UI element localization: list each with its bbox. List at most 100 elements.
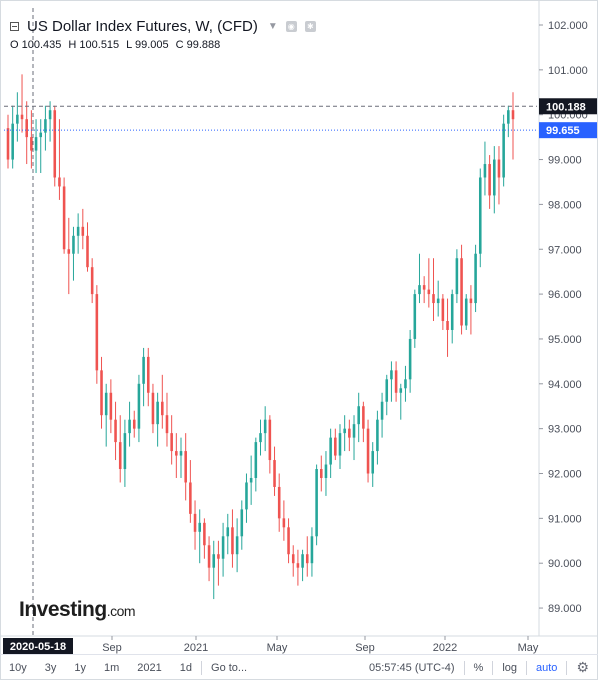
candle-body <box>474 253 477 304</box>
candle-body <box>315 469 318 537</box>
range-1y-button[interactable]: 1y <box>74 661 86 674</box>
range-3y-button[interactable]: 3y <box>44 661 57 674</box>
candle-body <box>114 419 117 443</box>
candle-body <box>408 338 412 380</box>
candle-body <box>25 119 28 138</box>
candle-body <box>366 428 370 474</box>
y-tick-label: 93.000 <box>548 424 582 436</box>
toolbar-divider <box>492 660 494 675</box>
bottom-toolbar: 10y 3y 1y 1m 2021 1d Go to... 05:57:45 (… <box>0 654 598 680</box>
candle-body <box>44 119 47 133</box>
y-tick-label: 99.000 <box>548 155 582 167</box>
candle-body <box>142 356 145 384</box>
y-tick-label: 90.000 <box>548 558 582 570</box>
candle-body <box>6 128 10 160</box>
crosshair-date-box <box>3 638 73 654</box>
gear-icon[interactable]: ⚙ <box>576 659 589 675</box>
current-price-box <box>539 122 597 139</box>
candle-body <box>53 110 57 178</box>
candle-body <box>123 433 127 470</box>
investing-logo: Investing.com <box>19 598 136 621</box>
candle-body <box>493 159 496 196</box>
candle-body <box>259 433 262 443</box>
auto-scale-toggle[interactable]: auto <box>536 661 558 674</box>
candle-body <box>179 451 183 456</box>
range-1d-button[interactable]: 1d <box>179 661 193 674</box>
candle-body <box>432 294 435 304</box>
candle-body <box>48 110 52 120</box>
candle-body <box>170 433 173 452</box>
candle-body <box>282 518 286 528</box>
x-tick-label: 2022 <box>433 642 457 654</box>
crosshair-price-label: 100.188 <box>546 101 586 113</box>
y-tick-label: 92.000 <box>548 469 582 481</box>
candle-body <box>296 563 300 568</box>
log-scale-toggle[interactable]: log <box>502 661 518 674</box>
candle-body <box>324 464 328 478</box>
candle-body <box>203 522 206 546</box>
candle-body <box>221 536 225 559</box>
ohlc-close: C 99.888 <box>175 39 221 51</box>
goto-button[interactable]: Go to... <box>211 661 248 674</box>
candle-body <box>455 258 459 295</box>
chevron-down-icon[interactable]: ▼ <box>267 20 278 32</box>
candle-body <box>81 226 85 236</box>
candle-body <box>72 235 75 254</box>
candle-body <box>137 383 141 429</box>
candle-body <box>198 522 201 532</box>
candle-body <box>86 235 89 268</box>
candle-body <box>254 442 258 478</box>
candle-body <box>132 419 136 429</box>
y-tick-label: 101.000 <box>548 65 588 77</box>
candle-body <box>446 321 449 330</box>
eye-icon[interactable]: ◉ <box>285 20 297 32</box>
toolbar-divider <box>201 660 203 675</box>
current-price-label: 99.655 <box>546 125 580 137</box>
candle-body <box>427 289 431 295</box>
candle-body <box>11 123 14 160</box>
toolbar-divider <box>566 660 568 675</box>
ohlc-low: L 99.005 <box>126 39 169 51</box>
candle-body <box>240 509 244 537</box>
x-tick-label: May <box>518 642 539 654</box>
candle-body <box>207 545 211 568</box>
crosshair-date-label: 2020-05-18 <box>10 641 66 653</box>
candle-body <box>352 424 356 438</box>
candle-body <box>502 123 505 178</box>
candle-body <box>385 379 389 402</box>
candle-body <box>478 177 482 254</box>
crosshair-price-box <box>539 98 597 115</box>
candle-body <box>156 401 159 425</box>
candle-body <box>305 554 309 564</box>
candle-body <box>343 428 346 434</box>
candle-body <box>90 267 94 295</box>
collapse-icon[interactable] <box>10 21 19 31</box>
candle-body <box>109 392 113 420</box>
candle-body <box>441 298 445 322</box>
candle-body <box>277 486 281 519</box>
candle-body <box>338 433 342 456</box>
range-2021-button[interactable]: 2021 <box>137 661 162 674</box>
candle-body <box>469 298 473 304</box>
candle-body <box>394 370 398 393</box>
candle-body <box>334 437 337 456</box>
range-1m-button[interactable]: 1m <box>104 661 120 674</box>
candle-body <box>231 527 234 555</box>
candle-body <box>67 249 71 254</box>
candle-body <box>376 419 379 452</box>
chart-header: US Dollar Index Futures, W, (CFD) ▼ ◉ ✱ <box>10 14 316 38</box>
percent-scale-toggle[interactable]: % <box>473 661 484 674</box>
candle-body <box>151 392 155 425</box>
candle-body <box>34 137 38 151</box>
candle-body <box>380 401 384 420</box>
range-10y-button[interactable]: 10y <box>9 661 27 674</box>
candle-body <box>62 186 66 250</box>
candle-body <box>390 370 393 380</box>
candle-body <box>226 527 230 537</box>
candle-body <box>235 536 239 555</box>
settings-icon[interactable]: ✱ <box>304 20 316 32</box>
y-tick-label: 96.000 <box>548 289 582 301</box>
y-tick-label: 91.000 <box>548 513 582 525</box>
